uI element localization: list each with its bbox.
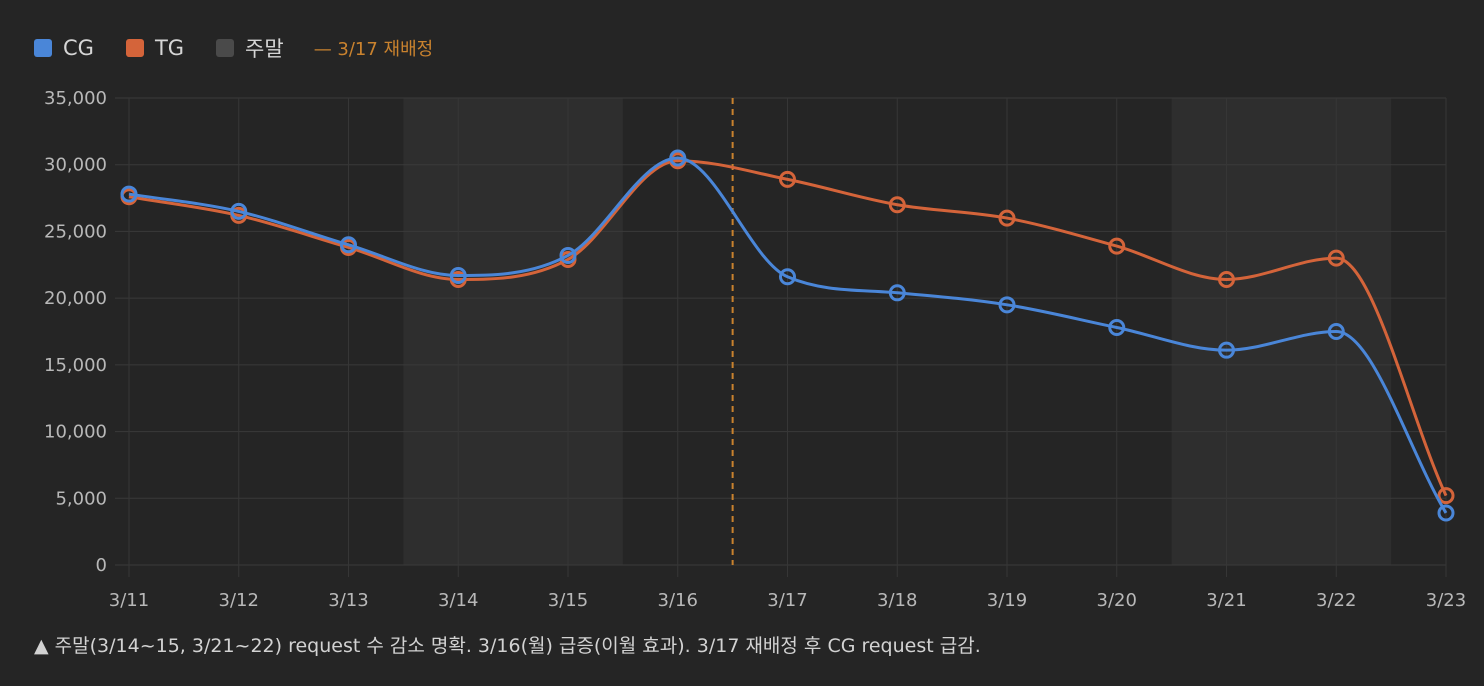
legend-label-tg: TG <box>154 36 185 60</box>
point-tg-3-19[interactable] <box>998 209 1016 227</box>
point-cg-3-23[interactable] <box>1437 504 1455 522</box>
point-tg-3-23[interactable] <box>1437 487 1455 505</box>
grid-lines <box>115 97 1447 577</box>
weekend-band-1 <box>1171 98 1392 565</box>
chart-legend: CG TG 주말 — 3/17 재배정 <box>34 34 465 62</box>
point-cg-3-13[interactable] <box>340 236 357 254</box>
weekend-band-0 <box>403 98 623 565</box>
point-cg-3-18[interactable] <box>888 284 906 302</box>
x-tick-label: 3/22 <box>1316 590 1356 611</box>
legend-label-weekend: 주말 <box>245 37 284 61</box>
x-tick-label: 3/12 <box>219 590 259 611</box>
x-tick-label: 3/13 <box>328 590 368 611</box>
x-tick-label: 3/23 <box>1426 590 1466 611</box>
point-cg-3-16[interactable] <box>669 149 687 167</box>
x-tick-label: 3/18 <box>877 590 917 611</box>
y-tick-label: 10,000 <box>44 422 107 443</box>
x-tick-label: 3/14 <box>438 590 478 611</box>
y-tick-label: 0 <box>96 555 107 576</box>
x-tick-label: 3/20 <box>1097 590 1137 611</box>
x-tick-label: 3/17 <box>767 590 807 611</box>
x-tick-label: 3/15 <box>548 590 588 611</box>
legend-item-reassign-marker: — 3/17 재배정 <box>314 35 434 61</box>
y-tick-label: 5,000 <box>55 488 107 509</box>
point-cg-3-22[interactable] <box>1327 323 1345 340</box>
point-cg-3-19[interactable] <box>998 296 1016 314</box>
point-tg-3-17[interactable] <box>779 170 796 188</box>
y-tick-label: 35,000 <box>44 88 107 109</box>
legend-swatch-cg <box>34 39 52 57</box>
legend-item-tg[interactable]: TG <box>125 36 185 60</box>
x-tick-label: 3/16 <box>658 590 698 611</box>
y-tick-label: 30,000 <box>44 155 107 176</box>
point-cg-3-20[interactable] <box>1108 318 1126 336</box>
y-tick-label: 15,000 <box>44 355 107 376</box>
legend-swatch-weekend <box>216 39 235 57</box>
point-cg-3-12[interactable] <box>230 202 248 220</box>
point-cg-3-15[interactable] <box>559 246 577 264</box>
point-cg-3-11[interactable] <box>120 185 138 203</box>
x-tick-label: 3/19 <box>987 590 1027 611</box>
point-tg-3-20[interactable] <box>1108 237 1126 255</box>
x-tick-label: 3/21 <box>1206 590 1246 611</box>
weekend-bands <box>403 98 1392 565</box>
y-tick-label: 25,000 <box>44 221 107 242</box>
legend-swatch-tg <box>125 39 144 57</box>
point-tg-3-22[interactable] <box>1327 249 1345 267</box>
point-cg-3-14[interactable] <box>449 266 467 284</box>
y-axis-ticks: 0 5,000 10,000 15,000 20,000 25,000 30,000 35,0… <box>44 88 107 576</box>
point-tg-3-21[interactable] <box>1218 270 1235 288</box>
point-cg-3-17[interactable] <box>779 268 796 286</box>
legend-item-cg[interactable]: CG <box>34 36 94 60</box>
chart-footnote: ▲ 주말(3/14~15, 3/21~22) request 수 감소 명확. … <box>34 635 981 657</box>
y-tick-label: 20,000 <box>44 288 107 309</box>
point-tg-3-18[interactable] <box>888 196 906 214</box>
x-tick-label: 3/11 <box>109 590 149 611</box>
legend-item-weekend[interactable]: 주말 <box>216 33 284 63</box>
line-chart: 0 5,000 10,000 15,000 20,000 25,000 30,000 35,0… <box>44 88 1466 611</box>
series-line-tg <box>128 159 1448 497</box>
point-cg-3-21[interactable] <box>1218 341 1235 359</box>
series-lines <box>120 149 1455 522</box>
legend-label-reassign: — 3/17 재배정 <box>313 39 434 60</box>
x-axis-ticks: 3/11 3/12 3/13 3/14 3/15 3/16 3/17 3/18 3/19 3/20… <box>109 590 1466 611</box>
legend-label-cg: CG <box>63 36 94 60</box>
